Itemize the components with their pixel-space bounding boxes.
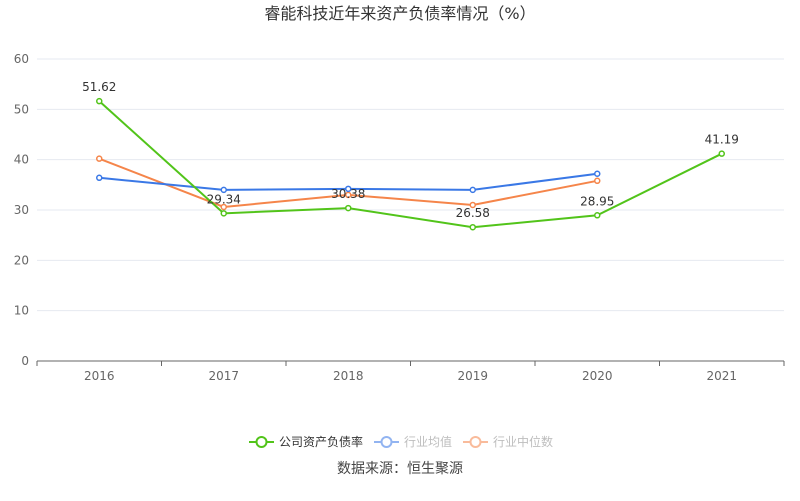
data-point [345,204,352,212]
y-tick-label: 0 [21,354,29,368]
data-point [96,174,103,182]
y-tick-label: 60 [14,52,29,66]
data-point [96,155,103,162]
data-label: 28.95 [580,194,614,208]
legend-label: 行业中位数 [493,434,553,449]
data-point [96,97,103,105]
legend-circle-icon [469,436,482,448]
data-label: 41.19 [705,133,739,147]
data-point [594,212,601,219]
y-tick-label: 10 [14,304,29,318]
data-label: 30.38 [331,187,365,201]
data-source: 数据来源：恒生聚源 [337,461,463,477]
data-point [469,223,476,231]
legend-item[interactable]: 行业均值 [374,434,452,449]
x-tick-label: 2018 [333,369,364,383]
data-point [345,191,352,199]
data-label: 26.58 [456,206,490,220]
legend-circle-icon [255,436,268,448]
y-tick-label: 50 [14,102,29,116]
data-point [220,210,227,217]
x-tick-label: 2020 [582,369,613,383]
data-point [469,201,476,209]
data-point [594,177,601,185]
x-tick-label: 2021 [706,369,737,383]
data-point [469,186,476,194]
data-point [594,170,601,178]
series-line [98,100,723,229]
data-label: 51.62 [82,80,116,94]
y-tick-label: 20 [14,253,29,267]
legend-item[interactable]: 公司资产负债率 [249,434,363,449]
legend-circle-icon [380,436,393,448]
y-tick-label: 40 [14,153,29,167]
chart-title: 睿能科技近年来资产负债率情况（%） [264,4,535,23]
data-point [345,185,352,193]
legend-item[interactable]: 行业中位数 [463,434,553,449]
data-label: 29.34 [207,192,241,206]
y-tick-label: 30 [14,203,29,217]
x-tick-label: 2016 [84,369,115,383]
data-point [718,150,725,157]
x-tick-label: 2019 [457,369,488,383]
legend-label: 公司资产负债率 [279,434,363,449]
data-point [220,203,227,211]
data-point [220,186,227,194]
x-tick-label: 2017 [208,369,239,383]
legend-label: 行业均值 [404,434,452,449]
